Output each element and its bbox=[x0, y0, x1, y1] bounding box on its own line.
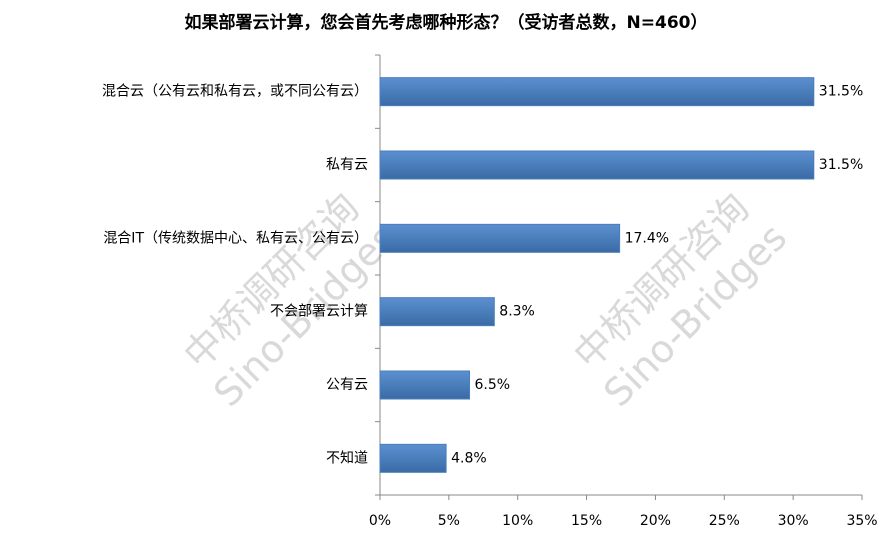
x-tick-label: 20% bbox=[640, 513, 671, 529]
watermark: 中桥调研咨询 Sino-Bridges bbox=[175, 185, 405, 415]
chart-title: 如果部署云计算，您会首先考虑哪种形态？（受访者总数，N=460） bbox=[185, 12, 708, 33]
value-label: 31.5% bbox=[819, 84, 863, 100]
watermark: 中桥调研咨询 Sino-Bridges bbox=[565, 185, 795, 415]
x-tick-label: 30% bbox=[778, 513, 809, 529]
y-tick-label: 私有云 bbox=[326, 157, 368, 173]
x-tick-label: 0% bbox=[369, 513, 391, 529]
value-label: 8.3% bbox=[499, 304, 535, 320]
x-tick-label: 25% bbox=[709, 513, 740, 529]
x-tick-label: 10% bbox=[502, 513, 533, 529]
value-label: 4.8% bbox=[451, 450, 487, 466]
bar bbox=[379, 370, 471, 400]
value-label: 17.4% bbox=[625, 230, 669, 246]
bar bbox=[379, 223, 621, 253]
y-tick-label: 公有云 bbox=[326, 377, 368, 393]
y-tick-label: 不知道 bbox=[326, 449, 368, 466]
bar bbox=[379, 150, 815, 180]
bar bbox=[379, 77, 815, 107]
y-tick-label: 混合云（公有云和私有云，或不同公有云） bbox=[102, 84, 368, 100]
x-tick-label: 35% bbox=[846, 513, 877, 529]
x-tick-label: 15% bbox=[571, 513, 602, 529]
y-tick-label: 混合IT（传统数据中心、私有云、公有云） bbox=[103, 230, 368, 246]
value-label: 31.5% bbox=[819, 157, 863, 173]
y-tick-label: 不会部署云计算 bbox=[270, 304, 368, 320]
x-tick-label: 5% bbox=[438, 513, 460, 529]
bar bbox=[379, 443, 447, 473]
value-label: 6.5% bbox=[475, 377, 511, 393]
bar bbox=[379, 297, 495, 327]
